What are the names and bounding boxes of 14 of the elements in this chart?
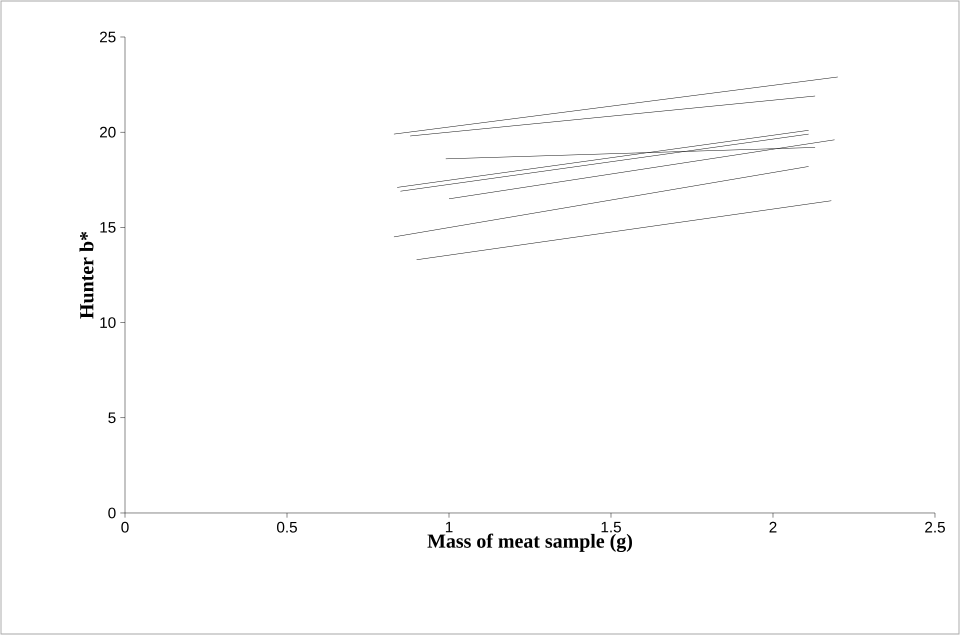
x-tick-label: 2.5	[925, 522, 945, 533]
y-axis-title: Hunter b*	[79, 232, 94, 319]
x-axis-title: Mass of meat sample (g)	[427, 534, 632, 552]
x-tick-label: 0	[121, 522, 129, 533]
y-tick-label: 5	[108, 412, 116, 424]
x-tick-label: 2	[770, 522, 776, 532]
y-tick-label: 15	[100, 222, 116, 233]
y-tick-label: 25	[100, 32, 116, 42]
y-tick-label: 20	[100, 126, 116, 138]
x-tick-label: 0.5	[277, 522, 297, 533]
y-tick-label: 0	[108, 508, 116, 518]
x-tick-label: 1	[446, 522, 452, 532]
y-tick-label: 10	[100, 317, 116, 328]
x-tick-label: 1.5	[602, 522, 621, 532]
